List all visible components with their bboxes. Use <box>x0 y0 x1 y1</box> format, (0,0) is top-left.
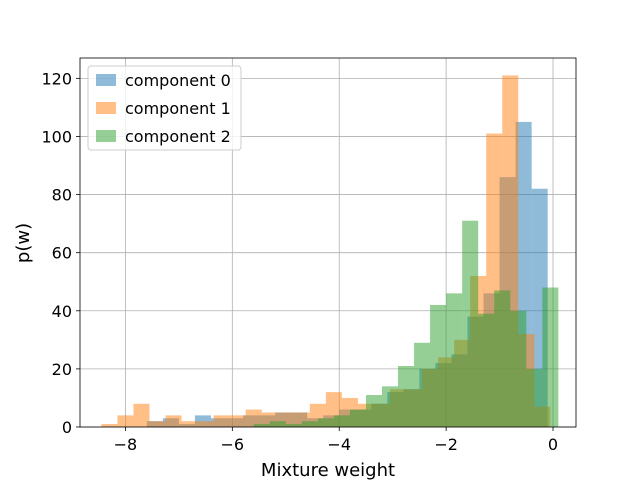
histogram-bar <box>526 368 543 427</box>
histogram-bar <box>333 415 350 427</box>
y-tick-label: 0 <box>62 418 72 437</box>
histogram-bar <box>349 409 366 427</box>
histogram-bar <box>285 424 302 427</box>
histogram-bar <box>478 313 495 427</box>
histogram-bar <box>381 386 399 427</box>
y-tick-label: 100 <box>41 127 72 146</box>
x-tick-label: −8 <box>114 435 138 454</box>
legend-swatch <box>96 102 116 114</box>
x-tick-label: −6 <box>221 435 245 454</box>
x-tick-label: −2 <box>434 435 458 454</box>
histogram-bar <box>245 409 262 427</box>
histogram-bar <box>430 304 447 427</box>
histogram-bar <box>117 415 134 427</box>
histogram-bar <box>301 421 318 427</box>
histogram-bar <box>398 365 415 427</box>
histogram-bar <box>446 293 463 427</box>
histogram-bar <box>213 415 230 427</box>
y-tick-label: 80 <box>52 186 72 205</box>
x-axis-label: Mixture weight <box>261 460 395 480</box>
histogram-bar <box>229 415 246 427</box>
histogram-bar <box>133 403 150 427</box>
legend-label: component 1 <box>125 99 231 118</box>
histogram-bar <box>494 290 511 427</box>
histogram-bar <box>269 421 286 427</box>
histogram-bars <box>101 75 559 427</box>
series-2-bars <box>253 220 559 427</box>
y-tick-label: 20 <box>52 360 72 379</box>
histogram-bar <box>165 415 182 427</box>
histogram-bar <box>414 342 431 427</box>
histogram-bar <box>510 310 527 427</box>
x-tick-label: −4 <box>327 435 351 454</box>
histogram-bar <box>253 424 270 427</box>
y-tick-label: 40 <box>52 302 72 321</box>
legend-swatch <box>96 74 116 86</box>
legend-label: component 0 <box>125 71 231 90</box>
y-tick-label: 60 <box>52 244 72 263</box>
histogram-bar <box>197 421 214 427</box>
histogram-bar <box>542 287 559 427</box>
histogram-bar <box>365 395 382 427</box>
histogram-bar <box>101 424 118 427</box>
y-tick-label: 120 <box>41 69 72 88</box>
axis-ticks: −8 −6 −4 −2 0 0 20 40 60 80 100 120 <box>41 69 558 454</box>
y-axis-label: p(w) <box>13 223 34 263</box>
histogram-bar <box>462 220 479 427</box>
legend-label: component 2 <box>125 127 231 146</box>
legend: component 0 component 1 component 2 <box>87 65 242 151</box>
histogram-bar <box>149 421 166 427</box>
legend-swatch <box>96 130 116 142</box>
plot-frame <box>79 57 577 428</box>
legend-box <box>87 65 242 151</box>
x-tick-label: 0 <box>548 435 558 454</box>
histogram-bar <box>181 421 198 427</box>
histogram-bar <box>317 418 334 427</box>
